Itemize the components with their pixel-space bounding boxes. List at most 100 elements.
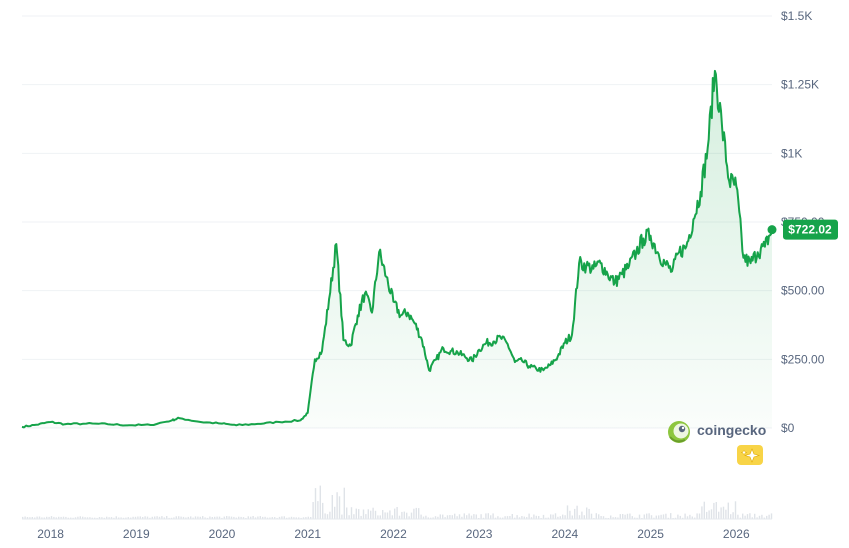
volume-bar xyxy=(334,506,336,519)
volume-bar xyxy=(247,516,249,519)
x-tick-label: 2022 xyxy=(380,527,407,541)
volume-bar xyxy=(410,512,413,519)
volume-bar xyxy=(254,517,257,519)
volume-bar xyxy=(53,516,55,519)
gecko-icon xyxy=(668,421,690,443)
volume-bar xyxy=(646,513,648,519)
volume-bar xyxy=(638,514,641,519)
volume-bar xyxy=(413,508,415,519)
volume-bar xyxy=(763,517,765,519)
volume-bar xyxy=(710,509,713,519)
volume-bar xyxy=(650,515,653,519)
volume-bar xyxy=(545,517,547,519)
last-price-dot xyxy=(767,225,777,235)
volume-bar xyxy=(521,516,523,519)
volume-bar xyxy=(178,516,180,519)
volume-bar xyxy=(418,508,420,519)
volume-bar xyxy=(511,514,513,519)
volume-bar xyxy=(122,517,125,519)
y-tick-label: $500.00 xyxy=(781,284,825,298)
volume-bar xyxy=(154,516,156,519)
volume-bar xyxy=(682,517,684,519)
last-price-badge: $722.02 xyxy=(783,219,838,240)
volume-bar xyxy=(384,512,386,519)
volume-bar xyxy=(264,516,266,519)
volume-bar xyxy=(41,517,43,519)
volume-bar xyxy=(703,501,705,519)
volume-bar xyxy=(761,514,763,519)
volume-bar xyxy=(55,517,57,519)
volume-bar xyxy=(182,516,185,519)
volume-bar xyxy=(199,516,201,519)
volume-bar xyxy=(550,514,552,519)
volume-bar xyxy=(727,502,729,519)
volume-bar xyxy=(542,514,545,519)
volume-bar xyxy=(629,513,631,519)
volume-bar xyxy=(425,515,427,519)
volume-bar xyxy=(46,516,48,519)
volume-bar xyxy=(415,507,417,519)
y-tick-label: $0 xyxy=(781,421,795,435)
volume-bar xyxy=(480,514,482,519)
x-tick-label: 2025 xyxy=(637,527,664,541)
volume-bar xyxy=(324,513,326,519)
volume-bar xyxy=(634,517,636,519)
volume-bar xyxy=(346,507,348,519)
brand-watermark: coingecko xyxy=(668,421,766,443)
volume-bar xyxy=(106,516,108,519)
volume-bar xyxy=(298,517,300,519)
volume-bar xyxy=(730,514,732,519)
volume-bar xyxy=(326,514,329,519)
volume-bar xyxy=(434,516,437,519)
volume-bar xyxy=(427,517,429,519)
price-line xyxy=(21,69,773,429)
volume-bar xyxy=(574,508,576,519)
y-tick-label: $1K xyxy=(781,146,802,160)
volume-bar xyxy=(235,517,237,519)
volume-bar xyxy=(605,517,607,519)
volume-bar xyxy=(466,515,468,519)
volume-bar xyxy=(48,516,50,519)
volume-bar xyxy=(118,517,120,519)
volume-bar xyxy=(403,511,405,519)
volume-bar xyxy=(694,517,696,519)
volume-bar xyxy=(535,515,537,519)
volume-bar xyxy=(281,516,283,519)
volume-bar xyxy=(22,516,24,519)
volume-bar xyxy=(103,517,105,519)
volume-bar xyxy=(158,516,161,519)
volume-bar xyxy=(89,517,91,519)
volume-bar xyxy=(660,514,662,519)
volume-bar xyxy=(554,513,557,519)
volume-bar xyxy=(487,513,489,519)
volume-bar xyxy=(686,516,689,519)
volume-bar xyxy=(749,513,751,519)
volume-bar xyxy=(374,510,377,519)
volume-bar xyxy=(58,516,60,519)
volume-bar xyxy=(708,510,710,519)
volume-bar xyxy=(91,517,93,519)
volume-bar xyxy=(314,488,317,519)
volume-bar xyxy=(38,516,41,519)
volume-bar xyxy=(586,507,588,519)
sparkle-icon[interactable] xyxy=(737,445,763,465)
volume-bar xyxy=(31,517,33,519)
volume-bar xyxy=(202,516,204,519)
volume-bar xyxy=(137,516,139,519)
volume-bar xyxy=(62,516,65,519)
volume-bar xyxy=(101,517,103,519)
volume-bar xyxy=(655,515,657,519)
volume-bar xyxy=(610,515,612,519)
volume-bar xyxy=(509,516,511,519)
volume-bar xyxy=(283,516,285,519)
volume-bar xyxy=(166,516,168,519)
volume-bar xyxy=(614,517,617,519)
volume-bar xyxy=(636,517,638,519)
volume-bar xyxy=(552,514,554,519)
volume-bar xyxy=(648,513,650,519)
volume-bar xyxy=(617,517,619,519)
volume-bar xyxy=(365,514,367,519)
volume-bar xyxy=(290,516,293,519)
volume-bar xyxy=(139,516,141,519)
x-axis-labels: 2018 2019 2020 2021 2022 2023 2024 2025 2026 xyxy=(37,527,750,541)
